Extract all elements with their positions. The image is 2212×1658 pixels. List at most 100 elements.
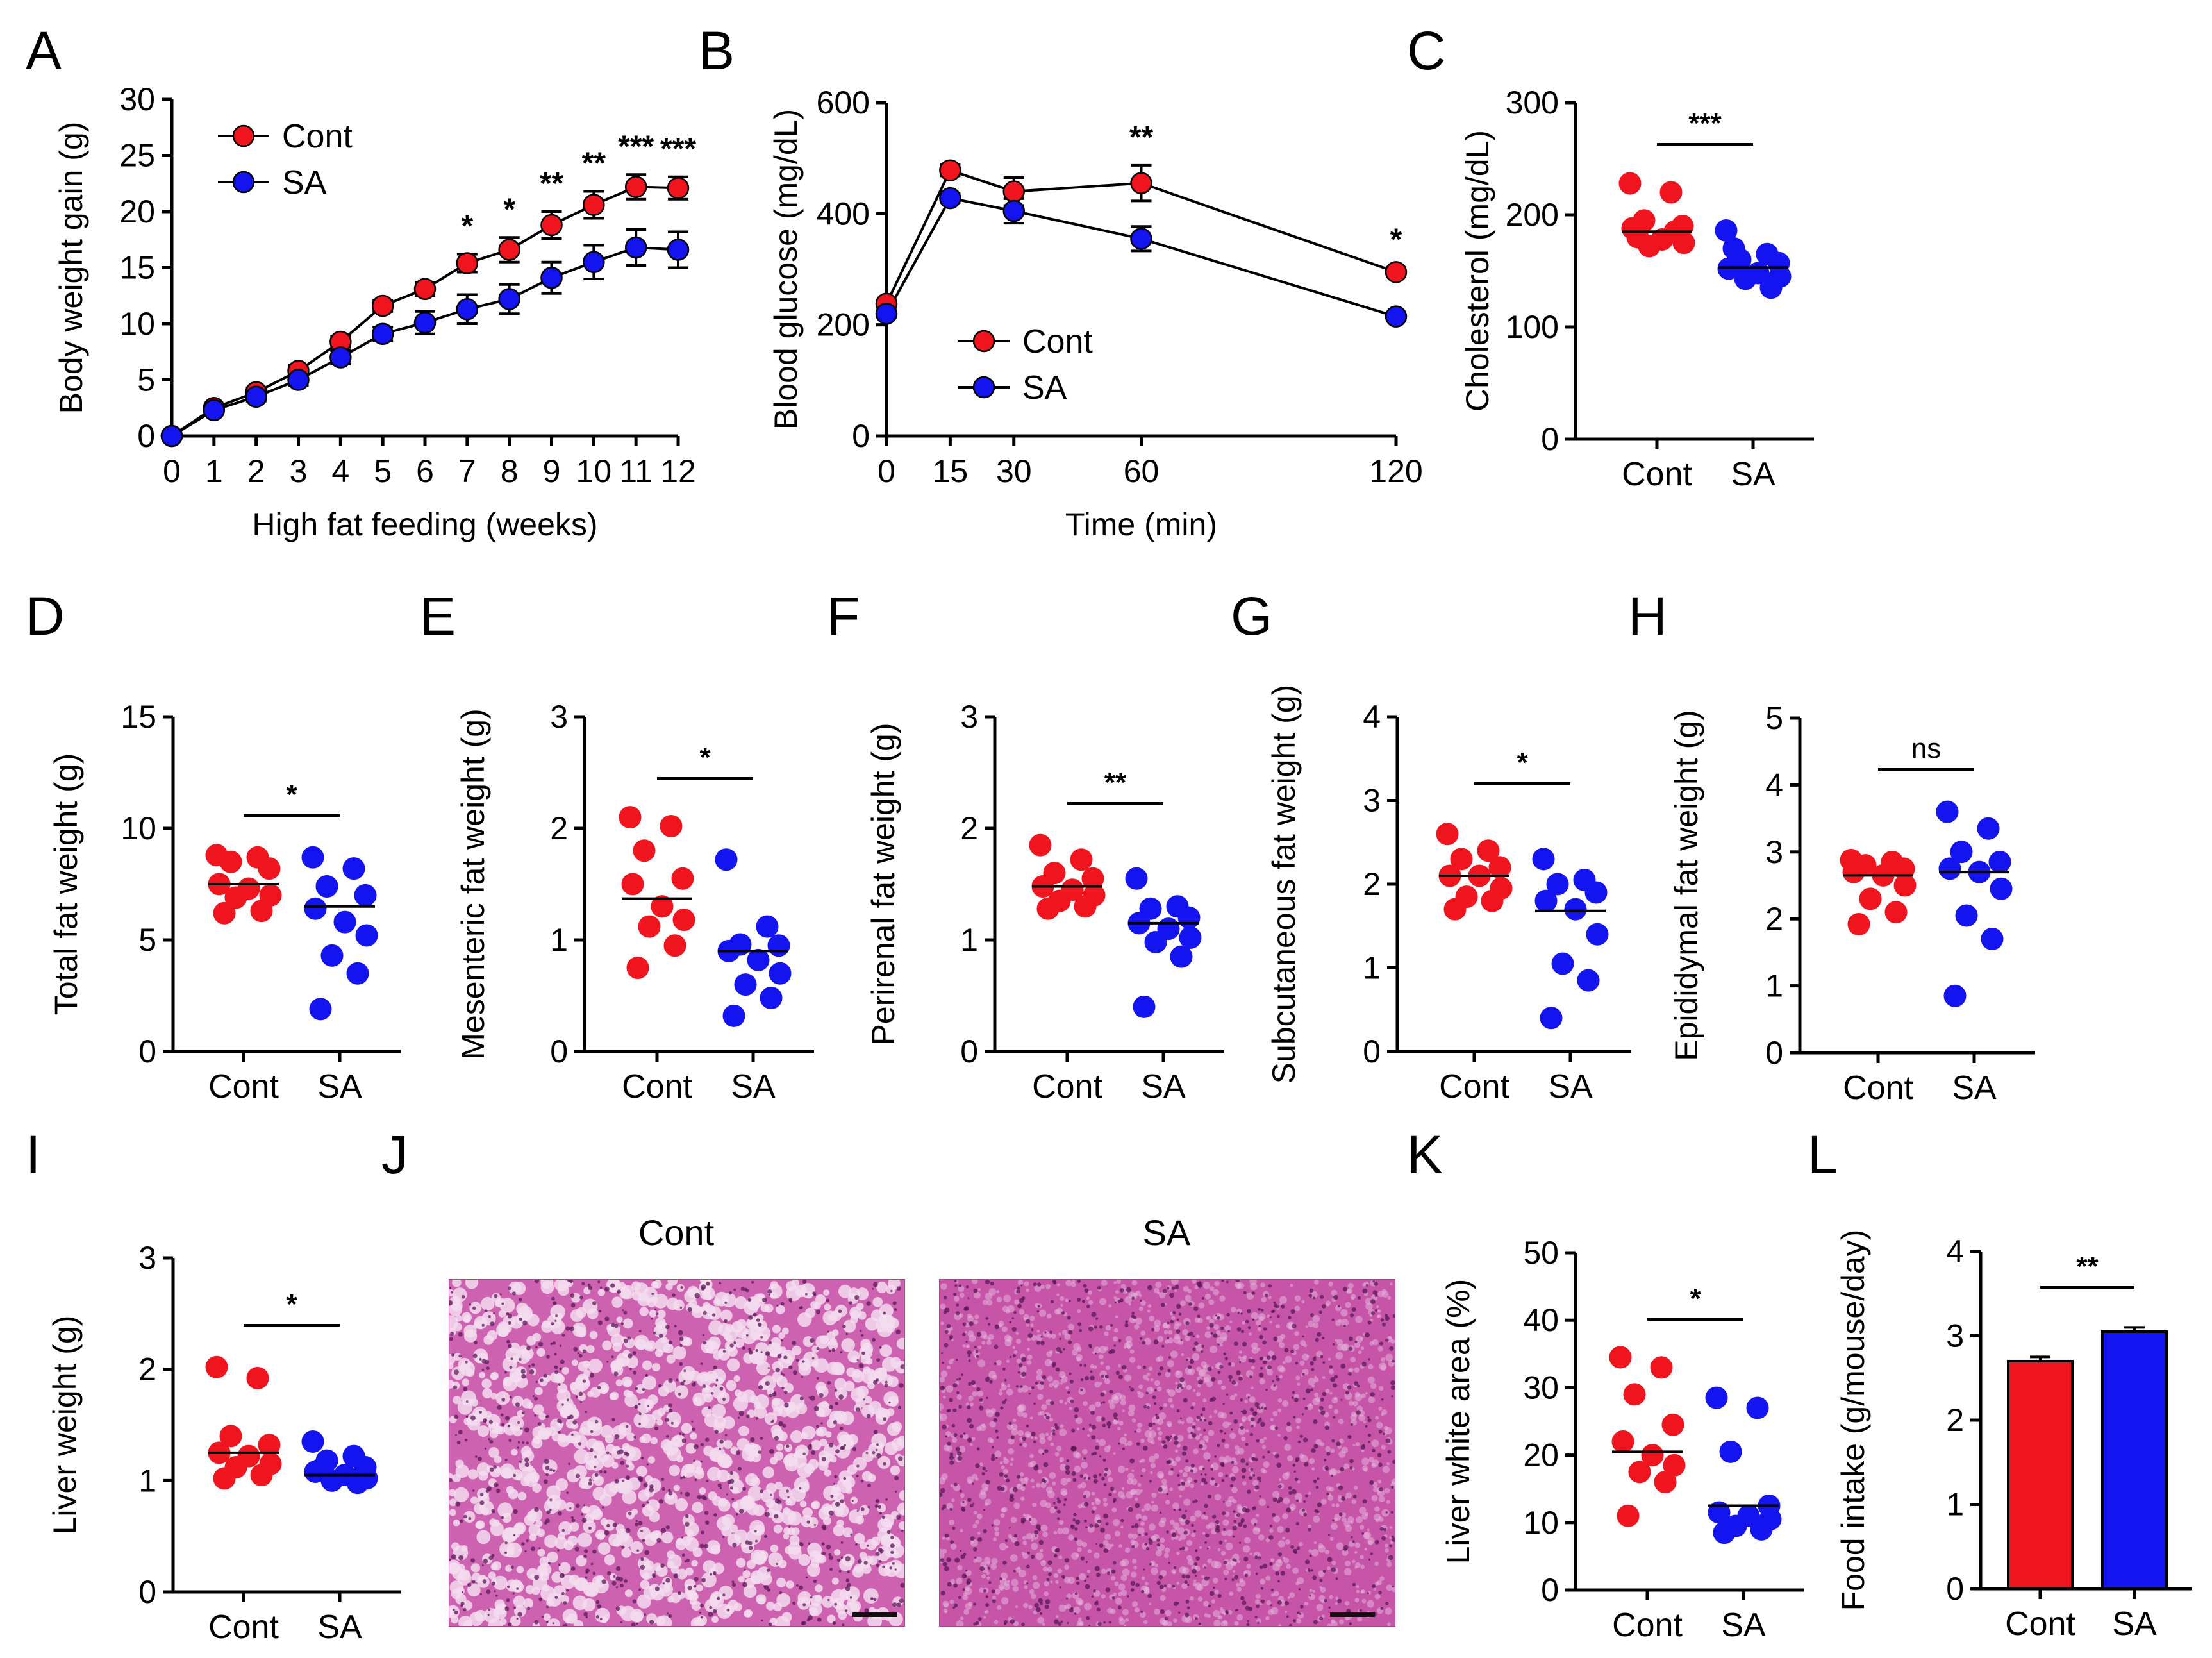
data-point-cont [1443, 898, 1467, 921]
x-tick-label: 12 [660, 453, 696, 489]
legend-label: SA [282, 164, 327, 201]
significance-mark: * [1517, 747, 1528, 778]
x-tick-label: 60 [1124, 453, 1160, 489]
data-point-sa [315, 875, 338, 898]
data-point-sa [1950, 841, 1973, 864]
data-point-sa [309, 1458, 332, 1481]
x-tick-label: SA [1952, 1069, 1997, 1107]
data-point-cont [1617, 1504, 1640, 1527]
data-point-cont [1481, 889, 1504, 912]
data-point-cont [1628, 1461, 1651, 1484]
significance-mark: * [286, 779, 297, 810]
x-axis-label: High fat feeding (weeks) [252, 507, 597, 542]
x-tick-label: 6 [416, 453, 434, 489]
histology-image-cont [449, 1279, 905, 1627]
histology-title-sa: SA [1142, 1212, 1191, 1253]
data-point-sa [456, 298, 479, 321]
data-point-sa [1577, 969, 1600, 992]
y-tick-label: 1 [1946, 1487, 1964, 1523]
x-tick-label: Cont [2005, 1605, 2075, 1643]
x-tick-label: Cont [1439, 1068, 1509, 1105]
y-axis-label: Liver weight (g) [47, 1316, 83, 1535]
significance-mark: ** [1104, 767, 1127, 798]
scale-bar [852, 1612, 897, 1617]
data-point-cont [660, 815, 683, 838]
y-tick-label: 0 [1765, 1035, 1783, 1071]
y-tick-label: 10 [1523, 1505, 1559, 1541]
y-tick-label: 20 [119, 194, 155, 230]
significance-mark: ns [1911, 733, 1941, 764]
y-tick-label: 100 [1506, 309, 1559, 345]
data-point-cont [1609, 1346, 1632, 1369]
series-line-sa [885, 196, 1397, 318]
panel-letter-f: F [827, 586, 860, 646]
data-point-cont [219, 850, 242, 873]
data-point-sa [1705, 1386, 1728, 1409]
y-tick-label: 300 [1506, 85, 1559, 121]
y-tick-label: 50 [1523, 1235, 1559, 1271]
y-tick-label: 2 [138, 1352, 156, 1387]
data-point-cont [1385, 261, 1408, 283]
data-point-sa [498, 288, 520, 310]
data-point-cont [1611, 1430, 1634, 1453]
data-point-cont [540, 214, 563, 237]
x-axis-label: Time (min) [1065, 507, 1217, 542]
data-point-sa [304, 897, 327, 920]
data-point-cont [1641, 1444, 1664, 1467]
significance-mark: *** [660, 132, 696, 166]
data-point-sa [1564, 898, 1587, 921]
y-tick-label: 1 [138, 1462, 156, 1498]
data-point-cont [224, 886, 247, 909]
data-point-sa [1988, 850, 2011, 873]
significance-mark: * [461, 210, 473, 244]
data-point-sa [1551, 952, 1574, 975]
data-point-sa [301, 1430, 324, 1453]
data-point-sa [1981, 928, 2004, 951]
y-tick-label: 2 [1946, 1402, 1964, 1438]
y-tick-label: 200 [1506, 197, 1559, 233]
data-point-cont [633, 839, 656, 862]
y-tick-label: 10 [119, 306, 155, 342]
data-point-cont [213, 901, 236, 925]
data-point-cont [1623, 1383, 1646, 1406]
y-tick-label: 5 [138, 922, 156, 958]
y-tick-label: 0 [1541, 1572, 1559, 1608]
y-tick-label: 3 [138, 1240, 156, 1276]
y-tick-label: 0 [138, 1574, 156, 1610]
y-tick-label: 1 [1363, 950, 1381, 986]
data-point-sa [1144, 930, 1167, 953]
data-point-sa [1938, 857, 1961, 880]
significance-mark: *** [1688, 108, 1722, 139]
panel-letter-l: L [1808, 1125, 1838, 1185]
panel-letter-b: B [699, 21, 735, 81]
data-point-sa [760, 986, 783, 1009]
data-point-sa [1719, 1440, 1742, 1463]
data-point-cont [1659, 181, 1683, 204]
data-point-cont [456, 252, 479, 274]
x-tick-label: 120 [1369, 453, 1422, 489]
x-tick-label: 9 [543, 453, 561, 489]
x-tick-label: 4 [331, 453, 349, 489]
data-point-cont [667, 177, 690, 199]
data-point-cont [651, 895, 674, 918]
y-axis-label: Perirenal fat weight (g) [865, 723, 901, 1045]
data-point-cont [1654, 1471, 1677, 1494]
data-point-cont [583, 194, 605, 216]
legend-label: Cont [1022, 323, 1093, 360]
series-line-sa [170, 246, 679, 437]
x-tick-label: 3 [290, 453, 308, 489]
y-tick-label: 3 [1946, 1318, 1964, 1354]
y-tick-label: 1 [550, 922, 568, 958]
y-tick-label: 10 [121, 810, 156, 846]
legend-marker-sa [232, 171, 255, 194]
data-point-cont [1893, 874, 1917, 897]
data-point-sa [1990, 877, 2013, 900]
tissue-texture [940, 1280, 1395, 1626]
data-point-sa [939, 187, 961, 210]
significance-mark: *** [618, 130, 654, 163]
bar-cont [2007, 1359, 2074, 1590]
x-tick-label: SA [1548, 1068, 1593, 1105]
x-tick-label: 5 [374, 453, 392, 489]
panel-letter-i: I [26, 1125, 40, 1185]
